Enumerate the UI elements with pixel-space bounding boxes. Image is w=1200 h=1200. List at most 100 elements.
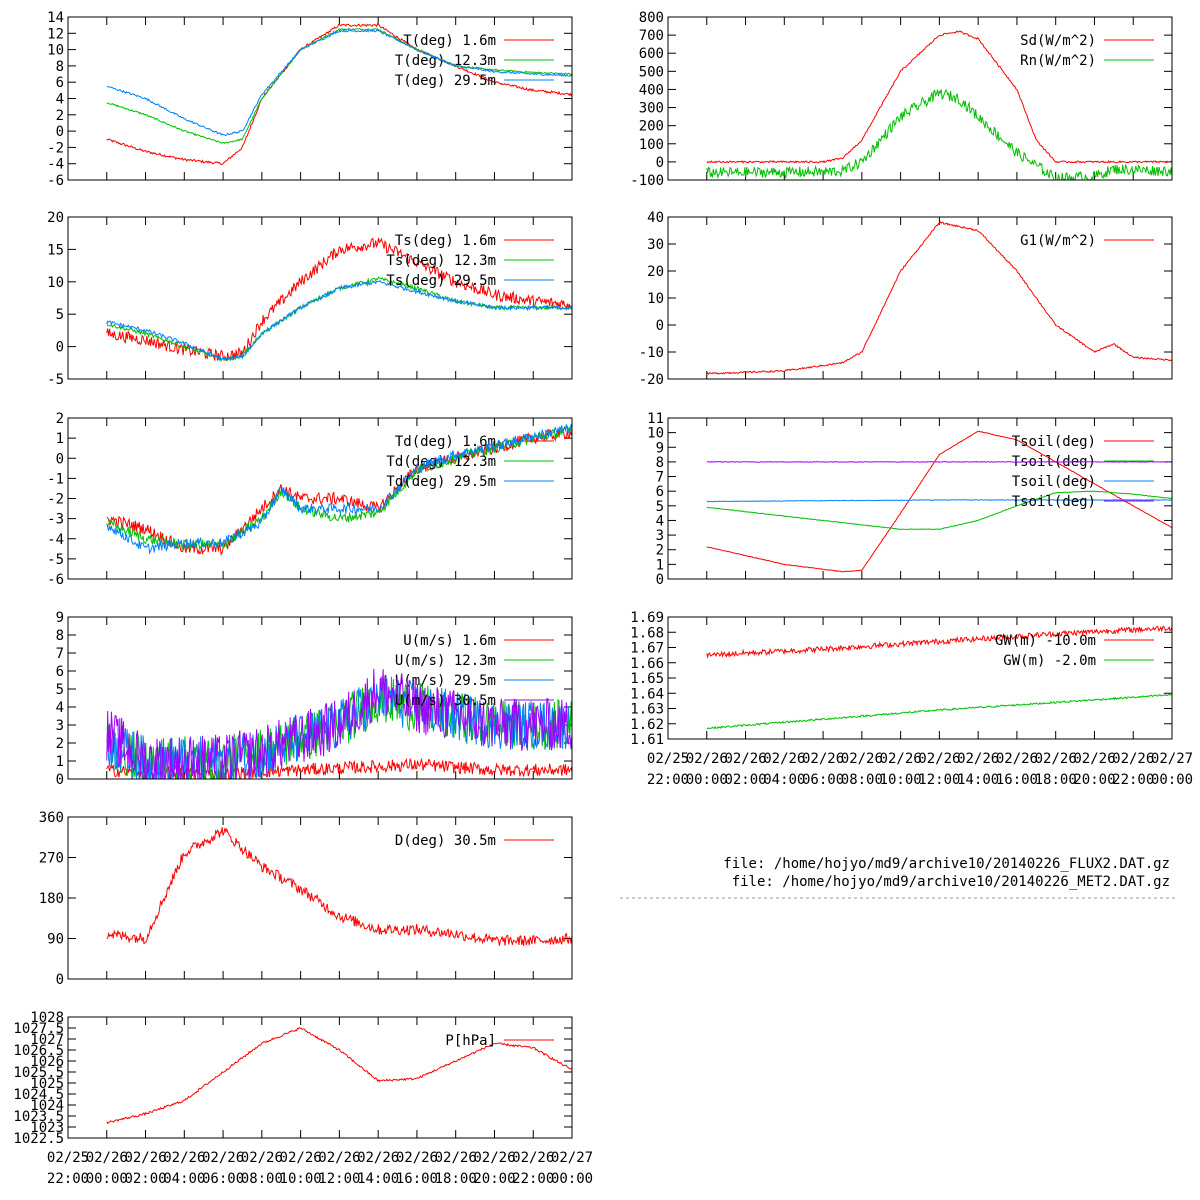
legend-label-2: Rn(W/m^2) xyxy=(1020,53,1096,69)
series-line-1 xyxy=(106,757,572,779)
series-line-2 xyxy=(706,693,1172,730)
y-tick-label: 4 xyxy=(656,513,664,529)
x-tick-time: 18:00 xyxy=(1035,772,1077,788)
y-tick-label: 2 xyxy=(56,411,64,427)
x-tick-date: 02/26 xyxy=(918,751,960,767)
y-tick-label: 10 xyxy=(647,426,664,442)
legend-label-1: P[hPa] xyxy=(445,1033,496,1049)
y-tick-label: 1026 xyxy=(30,1054,64,1070)
file-path-flux2: file: /home/hojyo/md9/archive10/20140226… xyxy=(723,856,1170,872)
y-tick-label: 1.67 xyxy=(630,641,664,657)
y-tick-label: 12 xyxy=(47,26,64,42)
plot-frame xyxy=(67,216,573,380)
y-tick-label: 700 xyxy=(639,28,664,44)
x-tick-date: 02/27 xyxy=(551,1150,593,1166)
x-tick-time: 16:00 xyxy=(396,1171,438,1187)
x-tick-time: 22:00 xyxy=(647,772,689,788)
y-tick-label: -10 xyxy=(639,345,664,361)
series-line-4 xyxy=(706,461,1172,463)
y-tick-label: 0 xyxy=(656,318,664,334)
y-tick-label: -2 xyxy=(47,140,64,156)
x-tick-time: 22:00 xyxy=(47,1171,89,1187)
y-tick-label: 5 xyxy=(56,682,64,698)
x-tick-date: 02/26 xyxy=(957,751,999,767)
y-tick-label: 1023 xyxy=(30,1120,64,1136)
x-tick-date: 02/26 xyxy=(163,1150,205,1166)
x-tick-date: 02/26 xyxy=(880,751,922,767)
y-tick-label: 20 xyxy=(647,264,664,280)
y-tick-label: 30 xyxy=(647,237,664,253)
y-tick-label: 1025.5 xyxy=(13,1065,64,1081)
y-tick-label: 300 xyxy=(639,101,664,117)
x-tick-time: 00:00 xyxy=(686,772,728,788)
legend-label-1: Tsoil(deg) xyxy=(1012,434,1096,450)
y-tick-label: 11 xyxy=(647,411,664,427)
x-tick-date: 02/26 xyxy=(473,1150,515,1166)
x-tick-date: 02/25 xyxy=(47,1150,89,1166)
x-tick-time: 02:00 xyxy=(124,1171,166,1187)
plot-frame xyxy=(67,417,573,580)
y-tick-label: -2 xyxy=(47,492,64,508)
y-tick-label: 600 xyxy=(639,46,664,62)
plot-frame xyxy=(667,616,1173,740)
y-tick-label: 1025 xyxy=(30,1076,64,1092)
series-line-2 xyxy=(706,88,1172,180)
legend-label-2: U(m/s) 12.3m xyxy=(395,653,496,669)
x-tick-date: 02/26 xyxy=(1035,751,1077,767)
y-tick-label: 0 xyxy=(56,972,64,988)
x-tick-time: 00:00 xyxy=(86,1171,128,1187)
y-tick-label: 0 xyxy=(56,340,64,356)
legend-label-1: Sd(W/m^2) xyxy=(1020,33,1096,49)
chart-panel-6: 1022.510231023.510241024.510251025.51026… xyxy=(13,1010,593,1187)
chart-panel-5: 0 90 180 270 360 D(deg) 30.5m xyxy=(39,810,573,988)
y-tick-label: 7 xyxy=(656,470,664,486)
x-tick-date: 02/26 xyxy=(202,1150,244,1166)
y-tick-label: 100 xyxy=(639,137,664,153)
y-tick-label: 1 xyxy=(56,431,64,447)
chart-panel-7: -100 0 100 200 300 400 500 600 700 800 Sd(W/m^2) Rn… xyxy=(630,10,1173,189)
plot-frame xyxy=(67,816,573,980)
y-tick-label: 500 xyxy=(639,64,664,80)
y-tick-label: 20 xyxy=(47,210,64,226)
y-tick-label: 1.62 xyxy=(630,717,664,733)
y-tick-label: -20 xyxy=(639,372,664,388)
y-tick-label: 1 xyxy=(56,754,64,770)
y-tick-label: -3 xyxy=(47,512,64,528)
series-line-1 xyxy=(706,220,1172,375)
series-line-3 xyxy=(106,279,572,363)
y-tick-label: 1.66 xyxy=(630,656,664,672)
y-tick-label: 2 xyxy=(656,543,664,559)
legend-label-3: T(deg) 29.5m xyxy=(395,73,496,89)
x-tick-date: 02/26 xyxy=(996,751,1038,767)
x-tick-time: 22:00 xyxy=(1112,772,1154,788)
x-tick-time: 22:00 xyxy=(512,1171,554,1187)
x-tick-time: 04:00 xyxy=(763,772,805,788)
series-line-3 xyxy=(106,28,572,136)
y-tick-label: 2 xyxy=(56,736,64,752)
y-tick-label: 0 xyxy=(56,451,64,467)
y-tick-label: -1 xyxy=(47,471,64,487)
y-tick-label: 5 xyxy=(656,499,664,515)
series-line-3 xyxy=(106,424,572,555)
y-tick-label: 4 xyxy=(56,700,64,716)
chart-panel-2: -5 0 5 10 15 20 Ts(deg) 1.6m Ts(deg) 12.3m Ts(de… xyxy=(47,210,573,388)
y-tick-label: 0 xyxy=(656,155,664,171)
series-line-2 xyxy=(106,28,572,144)
plot-frame xyxy=(67,616,573,780)
y-tick-label: 15 xyxy=(47,242,64,258)
y-tick-label: 800 xyxy=(639,10,664,26)
y-tick-label: 6 xyxy=(656,484,664,500)
y-tick-label: 1.63 xyxy=(630,702,664,718)
y-tick-label: 8 xyxy=(56,59,64,75)
x-tick-time: 12:00 xyxy=(918,772,960,788)
x-tick-time: 06:00 xyxy=(802,772,844,788)
y-tick-label: 1024.5 xyxy=(13,1087,64,1103)
y-tick-label: 14 xyxy=(47,10,64,26)
y-tick-label: 400 xyxy=(639,82,664,98)
x-tick-date: 02/26 xyxy=(318,1150,360,1166)
plot-frame xyxy=(67,1016,573,1139)
